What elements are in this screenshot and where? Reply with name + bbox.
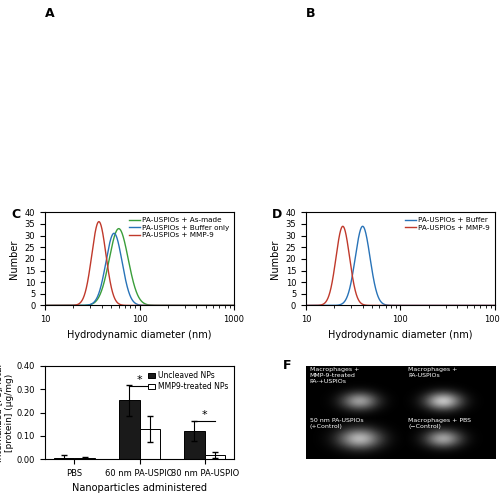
Bar [74,458,96,459]
Text: A: A [45,7,54,20]
PA-USPIOs + As-made [226,302,232,308]
PA-USPIOs + As-made [116,226,122,232]
PA-USPIOs + Buffer only [52,302,58,308]
PA-USPIOs + Buffer [390,302,396,308]
PA-USPIOs + MMP-9 [134,302,140,308]
PA-USPIOs + MMP-9 [486,302,492,308]
Bar [54,458,74,459]
PA-USPIOs + MMP-9 [42,302,48,308]
PA-USPIOs + MMP-9 [226,302,232,308]
X-axis label: Hydrodynamic diameter (nm): Hydrodynamic diameter (nm) [68,330,212,340]
Text: *: * [202,411,207,421]
Legend: PA-USPIOs + Buffer, PA-USPIOs + MMP-9: PA-USPIOs + Buffer, PA-USPIOs + MMP-9 [404,216,492,233]
Text: B: B [306,7,316,20]
PA-USPIOs + MMP-9 [340,224,346,230]
PA-USPIOs + MMP-9 [191,302,197,308]
Y-axis label: Number: Number [270,239,280,278]
PA-USPIOs + Buffer [486,302,492,308]
Line: PA-USPIOs + As-made: PA-USPIOs + As-made [45,229,234,305]
PA-USPIOs + Buffer [486,302,492,308]
Line: PA-USPIOs + Buffer: PA-USPIOs + Buffer [306,227,495,305]
X-axis label: Nanoparticles administered: Nanoparticles administered [72,484,207,494]
Text: 50 nm PA-USPIOs
(+Control): 50 nm PA-USPIOs (+Control) [310,418,364,429]
Bar [204,455,226,459]
PA-USPIOs + MMP-9 [96,219,102,225]
PA-USPIOs + As-made [52,302,58,308]
Line: PA-USPIOs + MMP-9: PA-USPIOs + MMP-9 [306,227,495,305]
PA-USPIOs + Buffer [492,302,498,308]
X-axis label: Hydrodynamic diameter (nm): Hydrodynamic diameter (nm) [328,330,472,340]
PA-USPIOs + Buffer [452,302,458,308]
Bar [118,400,140,459]
Y-axis label: Number: Number [9,239,19,278]
PA-USPIOs + Buffer [303,302,309,308]
Text: F: F [283,359,292,372]
PA-USPIOs + MMP-9 [312,302,318,308]
PA-USPIOs + Buffer only [129,296,135,302]
Legend: PA-USPIOs + As-made, PA-USPIOs + Buffer only, PA-USPIOs + MMP-9: PA-USPIOs + As-made, PA-USPIOs + Buffer … [128,216,230,240]
PA-USPIOs + MMP-9 [231,302,237,308]
PA-USPIOs + MMP-9 [492,302,498,308]
Bar [184,431,204,459]
Line: PA-USPIOs + Buffer only: PA-USPIOs + Buffer only [45,234,234,305]
PA-USPIOs + MMP-9 [390,302,396,308]
PA-USPIOs + MMP-9 [129,302,135,308]
PA-USPIOs + Buffer only [226,302,232,308]
PA-USPIOs + Buffer only [231,302,237,308]
PA-USPIOs + Buffer [312,302,318,308]
PA-USPIOs + As-made [226,302,232,308]
PA-USPIOs + Buffer only [226,302,232,308]
Text: *: * [136,375,142,385]
PA-USPIOs + MMP-9 [226,302,232,308]
PA-USPIOs + MMP-9 [395,302,401,308]
Text: C: C [11,208,20,221]
PA-USPIOs + As-made [129,274,135,280]
PA-USPIOs + MMP-9 [452,302,458,308]
PA-USPIOs + Buffer only [42,302,48,308]
PA-USPIOs + As-made [191,302,197,308]
Text: Macrophages +
PA-USPIOs: Macrophages + PA-USPIOs [408,367,458,378]
PA-USPIOs + As-made [134,290,140,296]
PA-USPIOs + Buffer only [134,301,140,307]
PA-USPIOs + MMP-9 [486,302,492,308]
PA-USPIOs + Buffer [395,302,401,308]
Y-axis label: Internalized [Fe]/Total
[protein] (μg/mg): Internalized [Fe]/Total [protein] (μg/mg… [0,363,14,462]
PA-USPIOs + Buffer only [111,231,117,237]
Text: Macrophages +
MMP-9-treated
PA-+USPIOs: Macrophages + MMP-9-treated PA-+USPIOs [310,367,359,384]
PA-USPIOs + MMP-9 [303,302,309,308]
PA-USPIOs + As-made [231,302,237,308]
Text: Macrophages + PBS
(−Control): Macrophages + PBS (−Control) [408,418,471,429]
PA-USPIOs + Buffer only [191,302,197,308]
PA-USPIOs + MMP-9 [52,302,58,308]
Line: PA-USPIOs + MMP-9: PA-USPIOs + MMP-9 [45,222,234,305]
Bar [140,429,160,459]
PA-USPIOs + Buffer [360,224,366,230]
PA-USPIOs + As-made [42,302,48,308]
Text: D: D [272,208,282,221]
Legend: Uncleaved NPs, MMP9-treated NPs: Uncleaved NPs, MMP9-treated NPs [146,370,230,393]
